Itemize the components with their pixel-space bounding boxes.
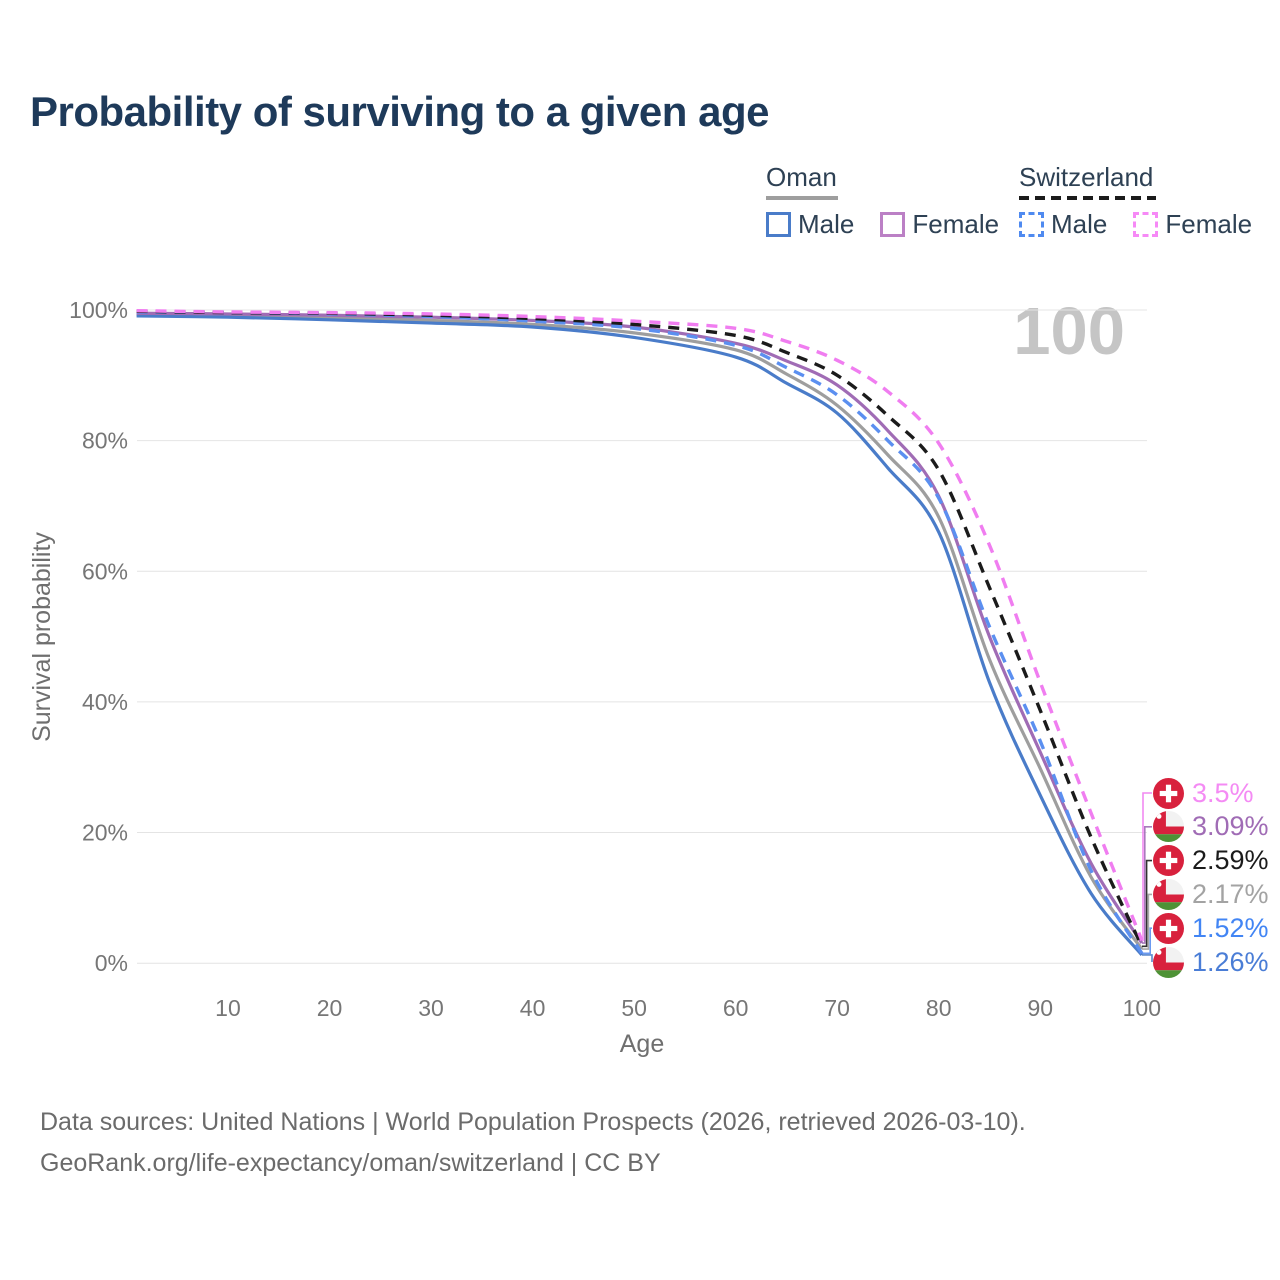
switzerland-flag-icon [1153, 912, 1184, 944]
curve-switzerland-female[interactable] [136, 308, 1144, 941]
footer: Data sources: United Nations | World Pop… [40, 1102, 1026, 1184]
x-tick-label: 70 [824, 995, 850, 1021]
end-label-connector [1142, 927, 1152, 955]
x-tick-label: 80 [926, 995, 952, 1021]
curve-oman-male[interactable] [136, 314, 1144, 956]
oman-female-label[interactable]: Female [912, 209, 1000, 239]
page-title: Probability of surviving to a given age [30, 88, 769, 135]
switzerland-flag-icon [1153, 777, 1184, 809]
y-tick-label: 40% [82, 689, 128, 715]
end-label-oman-both-sexes: 2.17% [1153, 878, 1269, 910]
oman-flag-icon [1153, 811, 1184, 843]
x-tick-label: 10 [215, 995, 241, 1021]
oman-male-label[interactable]: Male [798, 209, 855, 239]
switzerland-line-style-sample [1019, 196, 1156, 200]
oman-line-style-sample [766, 196, 838, 200]
legend-switzerland-title: Switzerland [1019, 162, 1154, 192]
switzerland-female-swatch[interactable] [1133, 212, 1159, 237]
y-tick-label: 60% [82, 558, 128, 584]
curve-oman-female[interactable] [136, 311, 1144, 944]
oman-flag-icon [1153, 946, 1184, 978]
end-value: 2.59% [1192, 845, 1269, 876]
end-label-connector [1142, 859, 1152, 948]
y-axis-title: Survival probability [28, 532, 56, 742]
x-tick-label: 40 [520, 995, 546, 1021]
end-value: 3.09% [1192, 811, 1269, 842]
x-tick-label: 60 [723, 995, 749, 1021]
end-value: 3.5% [1192, 777, 1254, 808]
age-100-watermark: 100 [1013, 294, 1125, 369]
x-tick-label: 50 [621, 995, 647, 1021]
footer-attribution: GeoRank.org/life-expectancy/oman/switzer… [40, 1149, 661, 1177]
footer-sources: Data sources: United Nations | World Pop… [40, 1108, 1026, 1136]
x-tick-label: 20 [317, 995, 343, 1021]
end-label-connector [1142, 792, 1152, 942]
oman-male-swatch[interactable] [766, 212, 791, 237]
legend-oman: Oman Male Female [766, 162, 999, 240]
end-label-connector [1142, 826, 1152, 944]
switzerland-female-label[interactable]: Female [1165, 209, 1253, 239]
curve-switzerland-both-sexes[interactable] [136, 309, 1144, 947]
y-tick-label: 20% [82, 820, 128, 846]
oman-flag-icon [1153, 878, 1184, 910]
switzerland-male-swatch[interactable] [1019, 212, 1044, 237]
y-tick-label: 80% [82, 428, 128, 454]
curve-switzerland-male[interactable] [136, 310, 1144, 955]
switzerland-flag-icon [1153, 845, 1184, 877]
end-label-connector [1142, 893, 1152, 950]
switzerland-male-label[interactable]: Male [1051, 209, 1108, 239]
end-label-switzerland-female: 3.5% [1153, 777, 1254, 809]
end-value: 1.26% [1192, 946, 1269, 977]
y-tick-label: 0% [95, 950, 128, 976]
end-label-connector [1142, 954, 1153, 962]
legend-oman-title: Oman [766, 162, 837, 192]
end-label-oman-female: 3.09% [1153, 811, 1269, 843]
x-tick-label: 90 [1027, 995, 1053, 1021]
end-value: 2.17% [1192, 878, 1269, 909]
end-label-oman-male: 1.26% [1153, 946, 1269, 978]
x-tick-label: 30 [418, 995, 444, 1021]
curve-oman-both-sexes[interactable] [136, 312, 1144, 950]
legend-switzerland: Switzerland Male Female [1019, 162, 1252, 240]
x-axis-title: Age [620, 1030, 664, 1058]
y-tick-label: 100% [69, 297, 128, 323]
end-label-switzerland-male: 1.52% [1153, 912, 1269, 944]
oman-female-swatch[interactable] [880, 212, 906, 237]
end-label-switzerland-both-sexes: 2.59% [1153, 845, 1269, 877]
end-value: 1.52% [1192, 912, 1269, 943]
x-tick-label: 100 [1123, 995, 1161, 1021]
